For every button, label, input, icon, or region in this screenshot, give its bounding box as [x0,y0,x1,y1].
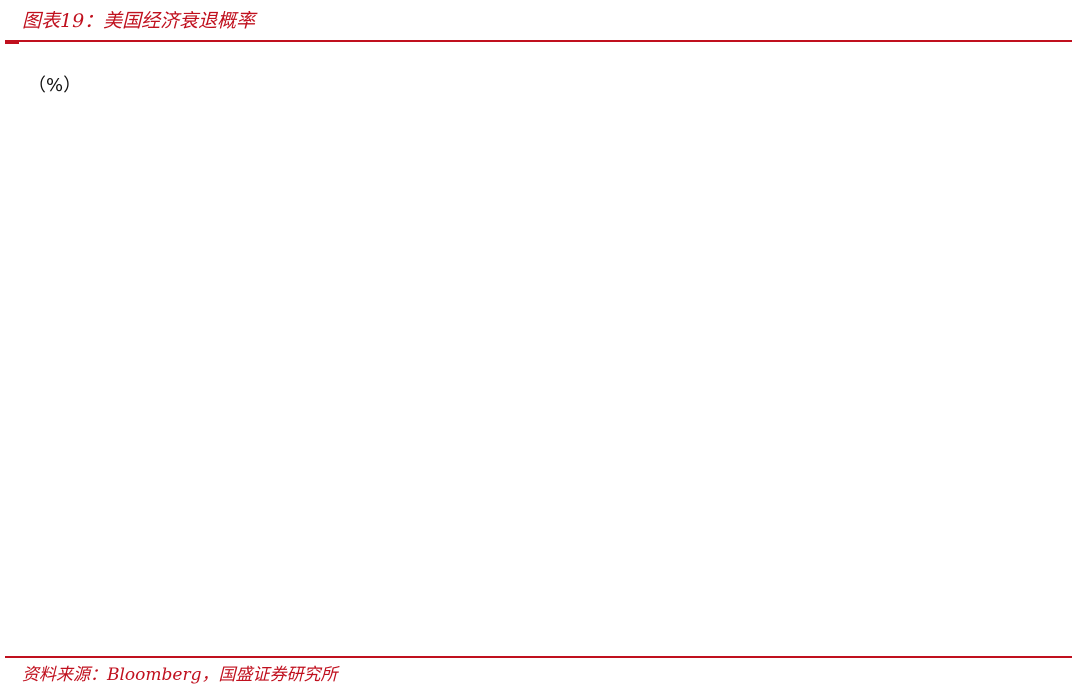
chart-title: 图表19：美国经济衰退概率 [22,10,256,32]
source-note: 资料来源：Bloomberg，国盛证券研究所 [22,665,338,685]
footer-divider [5,656,1072,658]
header-divider-accent [5,40,19,44]
left-axis-unit-label: （%） [28,75,81,96]
header-divider [5,40,1072,42]
